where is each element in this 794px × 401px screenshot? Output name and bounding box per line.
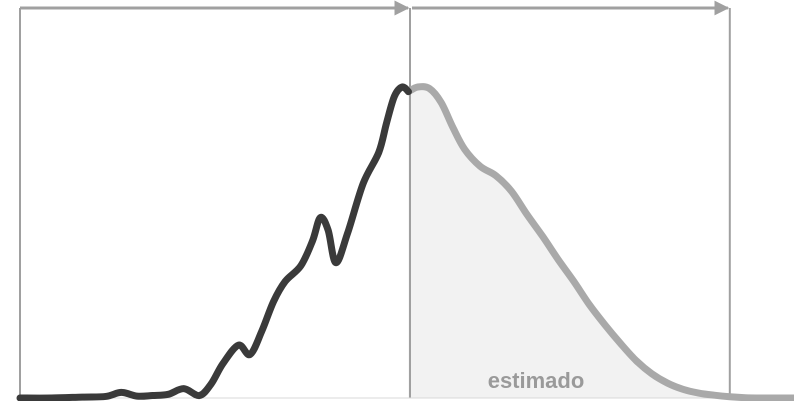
estimated-label: estimado xyxy=(488,368,585,393)
observed-series-line xyxy=(16,83,412,401)
estimated-area-fill xyxy=(408,86,794,399)
estimated-series-line xyxy=(404,83,794,401)
estimated-area-layer xyxy=(408,86,794,399)
series-lines-layer xyxy=(16,83,794,401)
guide-lines-layer xyxy=(19,0,794,399)
annotation-layer: estimado xyxy=(488,368,585,393)
